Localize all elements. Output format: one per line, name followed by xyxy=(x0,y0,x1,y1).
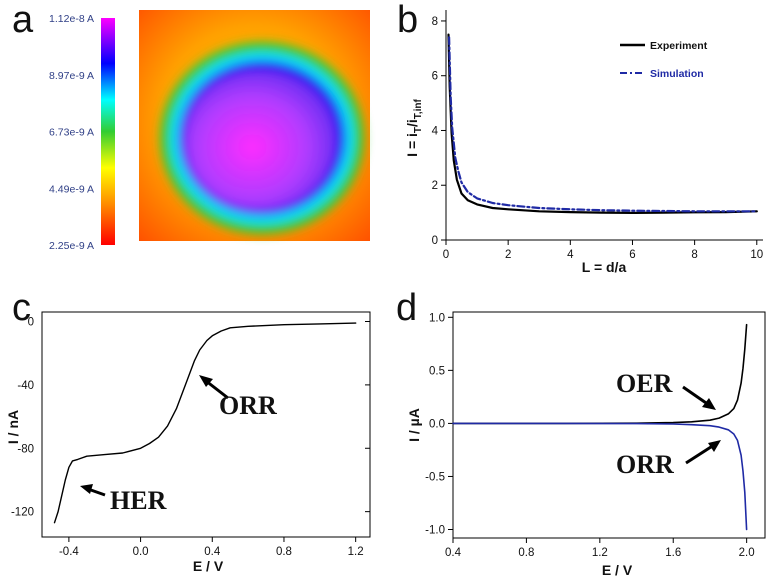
panel-a: a 1.12e-8 A 8.97e-9 A 6.73e-9 A 4.49e-9 A 2.… xyxy=(12,0,370,252)
panel-d: d 0.4 0.8 1.2 1.6 2.0 1.0 0.5 0.0 -0.5 -1.0 E / V… xyxy=(396,287,766,578)
x-tick-label: 1.2 xyxy=(348,546,364,558)
annotation-her-c: HER xyxy=(80,484,167,515)
colorbar-tick-label: 6.73e-9 A xyxy=(49,127,94,139)
annotation-orr-d: ORR xyxy=(616,440,721,479)
annotation-arrow-orr-d xyxy=(685,443,715,465)
annotation-text-her-c: HER xyxy=(110,486,167,515)
x-tick-label: 0.0 xyxy=(133,546,149,558)
plot-c: -0.4 0.0 0.4 0.8 1.2 0 -40 -80 -120 xyxy=(11,311,371,558)
plot-frame xyxy=(41,311,371,538)
y-tick-label: 0.5 xyxy=(429,365,445,377)
colorbar-tick-label: 8.97e-9 A xyxy=(49,70,94,82)
series-1 xyxy=(452,323,748,425)
colorbar-tick-label: 1.12e-8 A xyxy=(49,13,94,25)
y-tick-label: 1.0 xyxy=(429,312,445,324)
ylabel-c: I / nA xyxy=(5,410,21,444)
x-tick-label: 8 xyxy=(691,249,697,261)
annotation-arrowhead-orr-d xyxy=(708,440,721,452)
panel-c: c -0.4 0.0 0.4 0.8 1.2 0 -40 -80 -120 E / V I / … xyxy=(5,287,371,574)
x-tick-label: 2.0 xyxy=(739,547,755,559)
panel-letter-b: b xyxy=(397,0,418,41)
x-tick-label: 1.2 xyxy=(592,547,608,559)
heatmap-disk xyxy=(160,42,364,234)
series-experiment xyxy=(447,33,758,214)
plot-d: 0.4 0.8 1.2 1.6 2.0 1.0 0.5 0.0 -0.5 -1.0 xyxy=(425,311,766,559)
y-tick-label: 0.0 xyxy=(429,418,445,430)
x-tick-label: 1.6 xyxy=(665,547,681,559)
annotation-arrowhead-orr-c xyxy=(199,375,213,387)
annotation-arrow-orr-c xyxy=(205,379,229,400)
series-1 xyxy=(53,322,357,524)
series-simulation xyxy=(448,36,758,213)
x-tick-label: 10 xyxy=(750,249,763,261)
panel-letter-d: d xyxy=(396,287,417,329)
y-tick-label: 6 xyxy=(432,71,438,83)
annotation-arrowhead-oer-d xyxy=(702,398,716,410)
y-tick-label: 4 xyxy=(432,125,439,137)
colorbar-tick-label: 4.49e-9 A xyxy=(49,183,94,195)
legend-label-simulation: Simulation xyxy=(650,68,704,80)
x-tick-label: -0.4 xyxy=(59,546,79,558)
x-tick-label: 0 xyxy=(443,249,449,261)
x-tick-label: 6 xyxy=(629,249,635,261)
colorbar-tick-label: 2.25e-9 A xyxy=(49,240,94,252)
xlabel-b: L = d/a xyxy=(582,259,627,275)
plot-frame xyxy=(452,311,766,539)
annotation-text-orr-d: ORR xyxy=(616,450,674,479)
annotation-arrowhead-her-c xyxy=(80,484,93,494)
ylabel-b: I = iT/iT,inf xyxy=(404,99,424,157)
plot-b: 0 2 4 6 8 10 0 2 4 6 8 xyxy=(432,10,763,261)
annotation-orr-c: ORR xyxy=(199,375,277,420)
colorbar xyxy=(101,18,115,245)
y-tick-label: 8 xyxy=(432,16,438,28)
xlabel-d: E / V xyxy=(602,562,633,578)
x-tick-label: 0.8 xyxy=(518,547,534,559)
panel-letter-a: a xyxy=(12,0,34,41)
y-tick-label: -0.5 xyxy=(425,471,445,483)
x-tick-label: 0.4 xyxy=(445,547,462,559)
panel-b: b 0 2 4 6 8 10 0 2 4 6 8 Experiment Simulation L =… xyxy=(397,0,763,275)
y-tick-label: -40 xyxy=(17,380,34,392)
y-tick-label: -120 xyxy=(11,507,34,519)
y-tick-label: 0 xyxy=(432,235,438,247)
heatmap xyxy=(139,10,370,241)
annotation-text-oer-d: OER xyxy=(616,369,673,398)
y-tick-label: -80 xyxy=(17,443,34,455)
x-tick-label: 4 xyxy=(567,249,574,261)
x-tick-label: 0.8 xyxy=(276,546,292,558)
legend-label-experiment: Experiment xyxy=(650,40,708,52)
colorbar-ticks: 1.12e-8 A 8.97e-9 A 6.73e-9 A 4.49e-9 A 2.25… xyxy=(49,13,94,252)
y-tick-label: 2 xyxy=(432,180,438,192)
annotation-oer-d: OER xyxy=(616,369,716,410)
panel-letter-c: c xyxy=(12,287,31,329)
legend-b: Experiment Simulation xyxy=(620,40,708,80)
ylabel-d: I / µA xyxy=(406,408,422,442)
x-tick-label: 2 xyxy=(505,249,511,261)
series-2 xyxy=(452,422,748,531)
annotation-text-orr-c: ORR xyxy=(219,391,277,420)
annotation-arrow-oer-d xyxy=(682,385,710,407)
xlabel-c: E / V xyxy=(193,558,224,574)
x-tick-label: 0.4 xyxy=(204,546,221,558)
y-tick-label: -1.0 xyxy=(425,525,445,537)
y-tick-label: 0 xyxy=(28,317,34,329)
